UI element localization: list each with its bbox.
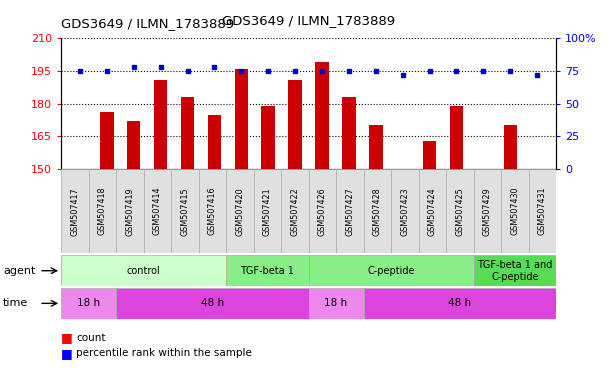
- Bar: [61, 255, 226, 286]
- Text: ■: ■: [61, 331, 73, 344]
- Text: TGF-beta 1 and
C-peptide: TGF-beta 1 and C-peptide: [477, 260, 552, 281]
- Text: GSM507419: GSM507419: [125, 187, 134, 235]
- Bar: [61, 288, 116, 319]
- Text: GDS3649 / ILMN_1783889: GDS3649 / ILMN_1783889: [222, 14, 395, 27]
- Bar: [369, 126, 382, 169]
- Text: ■: ■: [61, 347, 73, 360]
- Bar: [116, 288, 309, 319]
- Text: 18 h: 18 h: [324, 298, 348, 308]
- Text: percentile rank within the sample: percentile rank within the sample: [76, 348, 252, 358]
- Text: 18 h: 18 h: [77, 298, 100, 308]
- Bar: [503, 126, 517, 169]
- Bar: [235, 69, 248, 169]
- Text: GSM507428: GSM507428: [373, 187, 382, 235]
- Text: GSM507429: GSM507429: [483, 187, 492, 235]
- Text: GSM507416: GSM507416: [208, 187, 217, 235]
- Bar: [281, 169, 309, 253]
- Bar: [529, 169, 556, 253]
- Bar: [501, 169, 529, 253]
- Text: GDS3649 / ILMN_1783889: GDS3649 / ILMN_1783889: [61, 17, 234, 30]
- Bar: [423, 141, 436, 169]
- Bar: [342, 97, 356, 169]
- Bar: [419, 169, 446, 253]
- Text: GSM507414: GSM507414: [153, 187, 162, 235]
- Text: GSM507426: GSM507426: [318, 187, 327, 235]
- Text: GSM507417: GSM507417: [70, 187, 79, 235]
- Text: GSM507425: GSM507425: [455, 187, 464, 235]
- Bar: [450, 106, 463, 169]
- Bar: [199, 169, 226, 253]
- Bar: [254, 169, 281, 253]
- Text: control: control: [126, 266, 161, 276]
- Bar: [181, 97, 194, 169]
- Text: GSM507418: GSM507418: [98, 187, 107, 235]
- Bar: [309, 255, 474, 286]
- Text: count: count: [76, 333, 106, 343]
- Text: GSM507421: GSM507421: [263, 187, 272, 235]
- Text: TGF-beta 1: TGF-beta 1: [240, 266, 295, 276]
- Bar: [116, 169, 144, 253]
- Bar: [315, 62, 329, 169]
- Bar: [364, 169, 391, 253]
- Text: GSM507430: GSM507430: [510, 187, 519, 235]
- Bar: [391, 169, 419, 253]
- Text: C-peptide: C-peptide: [367, 266, 415, 276]
- Bar: [336, 169, 364, 253]
- Text: 48 h: 48 h: [448, 298, 471, 308]
- Text: GSM507420: GSM507420: [235, 187, 244, 235]
- Bar: [364, 288, 556, 319]
- Bar: [288, 80, 302, 169]
- Text: GSM507422: GSM507422: [290, 187, 299, 235]
- Bar: [154, 80, 167, 169]
- Text: GSM507415: GSM507415: [180, 187, 189, 235]
- Text: GSM507427: GSM507427: [345, 187, 354, 235]
- Text: GSM507423: GSM507423: [400, 187, 409, 235]
- Bar: [208, 114, 221, 169]
- Bar: [262, 106, 275, 169]
- Text: GSM507431: GSM507431: [538, 187, 547, 235]
- Text: agent: agent: [3, 266, 35, 276]
- Bar: [474, 169, 501, 253]
- Text: 48 h: 48 h: [201, 298, 224, 308]
- Bar: [474, 255, 556, 286]
- Bar: [144, 169, 171, 253]
- Bar: [171, 169, 199, 253]
- Bar: [226, 169, 254, 253]
- Bar: [89, 169, 116, 253]
- Bar: [446, 169, 474, 253]
- Text: GSM507424: GSM507424: [428, 187, 437, 235]
- Bar: [309, 288, 364, 319]
- Bar: [226, 255, 309, 286]
- Bar: [127, 121, 141, 169]
- Text: time: time: [3, 298, 28, 308]
- Bar: [309, 169, 336, 253]
- Bar: [100, 113, 114, 169]
- Bar: [61, 169, 89, 253]
